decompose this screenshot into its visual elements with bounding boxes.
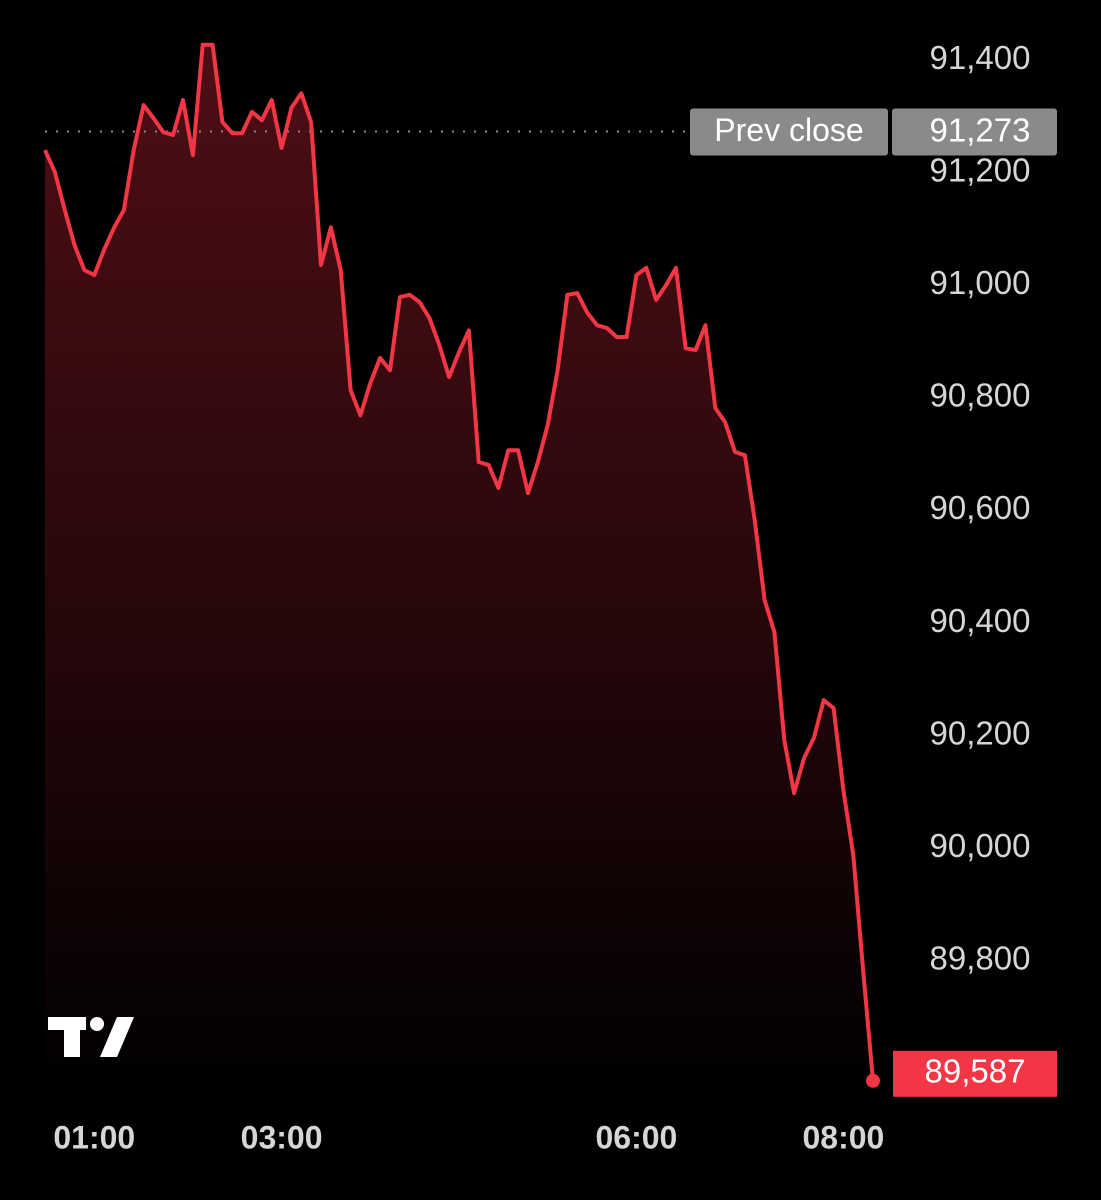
prev-close-value-tag [892, 108, 1057, 156]
y-tick-label: 90,600 [930, 489, 1031, 526]
y-tick-label: 90,400 [930, 602, 1031, 639]
last-point [866, 1073, 880, 1088]
x-tick-label: 03:00 [241, 1119, 323, 1155]
prev-close-value: 91,273 [930, 111, 1031, 148]
y-tick-label: 90,000 [930, 827, 1031, 864]
prev-close-tag [690, 108, 888, 156]
logo-part [100, 1017, 134, 1057]
x-tick-label: 08:00 [803, 1119, 885, 1155]
x-tick-label: 06:00 [596, 1119, 678, 1155]
last-price-value: 89,587 [925, 1053, 1026, 1090]
y-tick-label: 90,800 [930, 377, 1031, 414]
y-tick-label: 91,200 [930, 151, 1031, 188]
logo [48, 1017, 134, 1057]
y-tick-label: 91,400 [930, 39, 1031, 76]
plot-area [43, 42, 880, 1096]
logo-part [90, 1017, 104, 1031]
price-line [43, 42, 875, 1081]
logo-part [64, 1017, 80, 1057]
y-tick-label: 89,800 [930, 940, 1031, 977]
prev-close-label: Prev close [714, 112, 863, 148]
y-tick-label: 90,200 [930, 714, 1031, 751]
x-tick-label: 01:00 [53, 1119, 135, 1155]
area-fill [45, 44, 873, 1096]
y-tick-label: 91,000 [930, 264, 1031, 301]
last-price-tag [893, 1050, 1057, 1097]
